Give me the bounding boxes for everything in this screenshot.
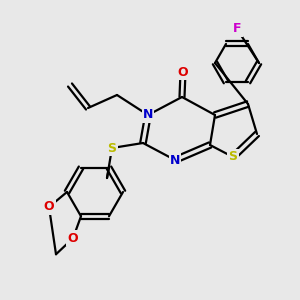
Text: S: S bbox=[107, 142, 116, 154]
Text: O: O bbox=[44, 200, 54, 214]
Text: S: S bbox=[229, 151, 238, 164]
Text: F: F bbox=[233, 22, 241, 35]
Text: N: N bbox=[170, 154, 180, 166]
Text: O: O bbox=[68, 232, 78, 245]
Text: O: O bbox=[178, 65, 188, 79]
Text: N: N bbox=[143, 109, 153, 122]
